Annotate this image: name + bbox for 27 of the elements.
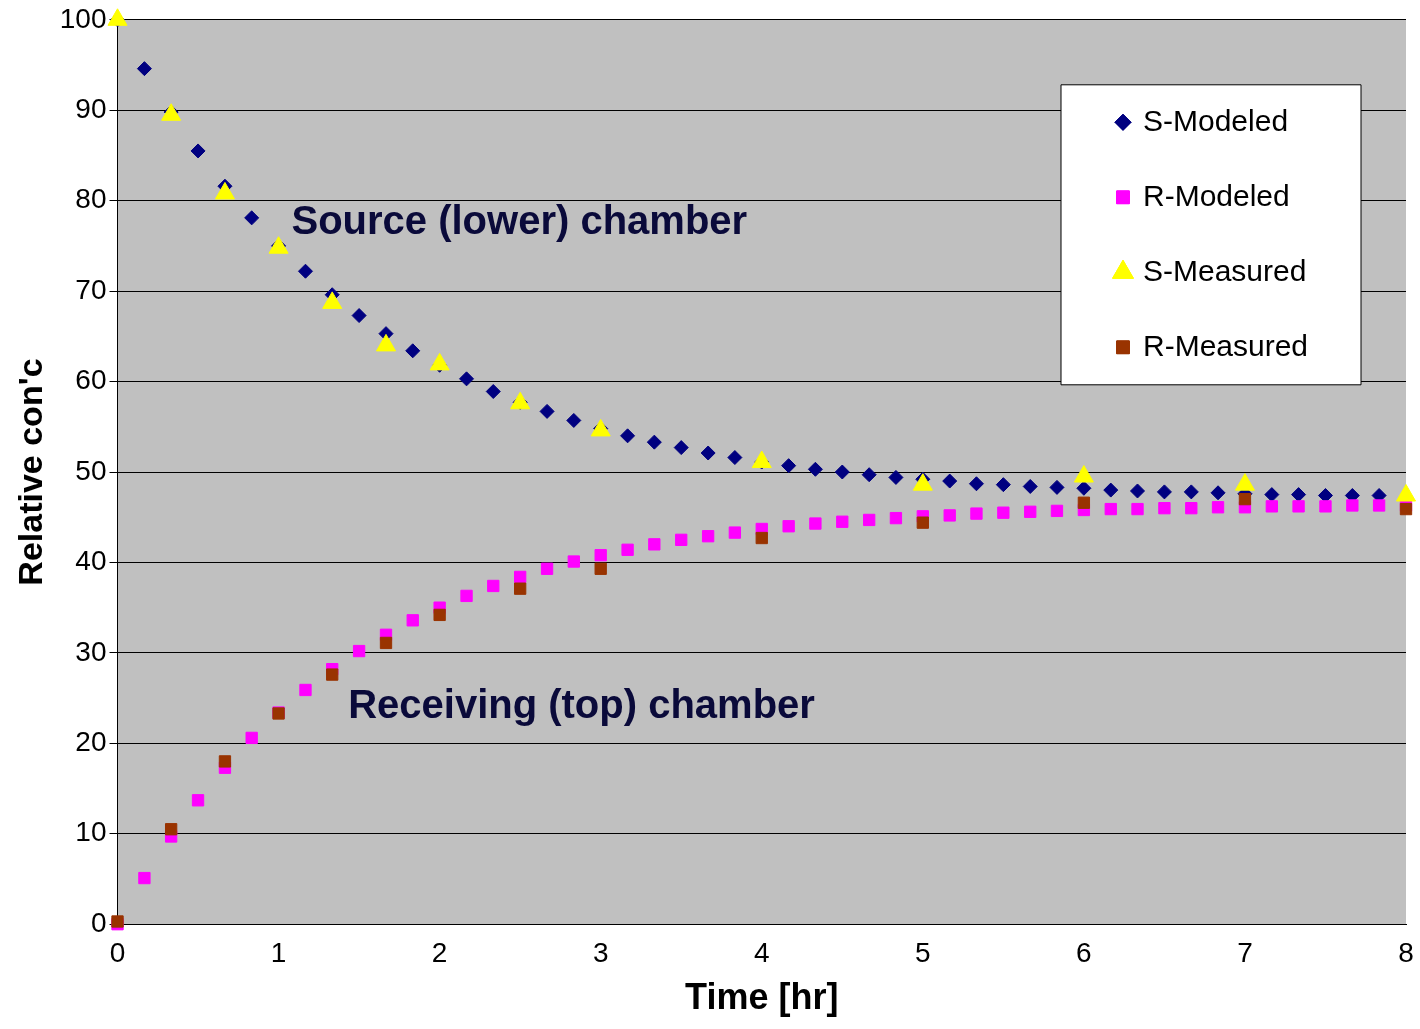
x-tick-label: 7 xyxy=(1237,936,1253,968)
y-tick-label: 60 xyxy=(75,364,107,396)
y-tick-label: 0 xyxy=(90,906,107,938)
y-tick-label: 20 xyxy=(75,726,107,758)
y-tick-label: 30 xyxy=(75,635,107,667)
y-tick-label: 90 xyxy=(75,92,107,124)
y-tick-label: 70 xyxy=(75,273,107,305)
annotation: Receiving (top) chamber xyxy=(348,682,815,727)
x-tick-label: 4 xyxy=(753,936,770,968)
x-axis-title: Time [hr] xyxy=(685,976,839,1018)
x-tick-label: 1 xyxy=(270,936,287,968)
legend-label: S-Modeled xyxy=(1143,103,1289,137)
legend-label: R-Measured xyxy=(1143,328,1309,362)
y-tick-label: 10 xyxy=(75,816,107,848)
x-tick-label: 6 xyxy=(1076,936,1092,968)
y-tick-label: 100 xyxy=(59,2,107,34)
x-tick-label: 5 xyxy=(915,936,931,968)
x-tick-label: 3 xyxy=(592,936,609,968)
annotation: Source (lower) chamber xyxy=(291,198,748,243)
x-tick-label: 2 xyxy=(431,936,448,968)
y-tick-label: 80 xyxy=(75,183,107,215)
legend-label: R-Modeled xyxy=(1143,178,1290,212)
y-tick-label: 40 xyxy=(75,545,107,577)
x-tick-label: 8 xyxy=(1398,936,1414,968)
y-axis-title: Relative con'c xyxy=(10,358,49,586)
legend-label: S-Measured xyxy=(1143,253,1307,287)
y-tick-label: 50 xyxy=(75,454,107,486)
